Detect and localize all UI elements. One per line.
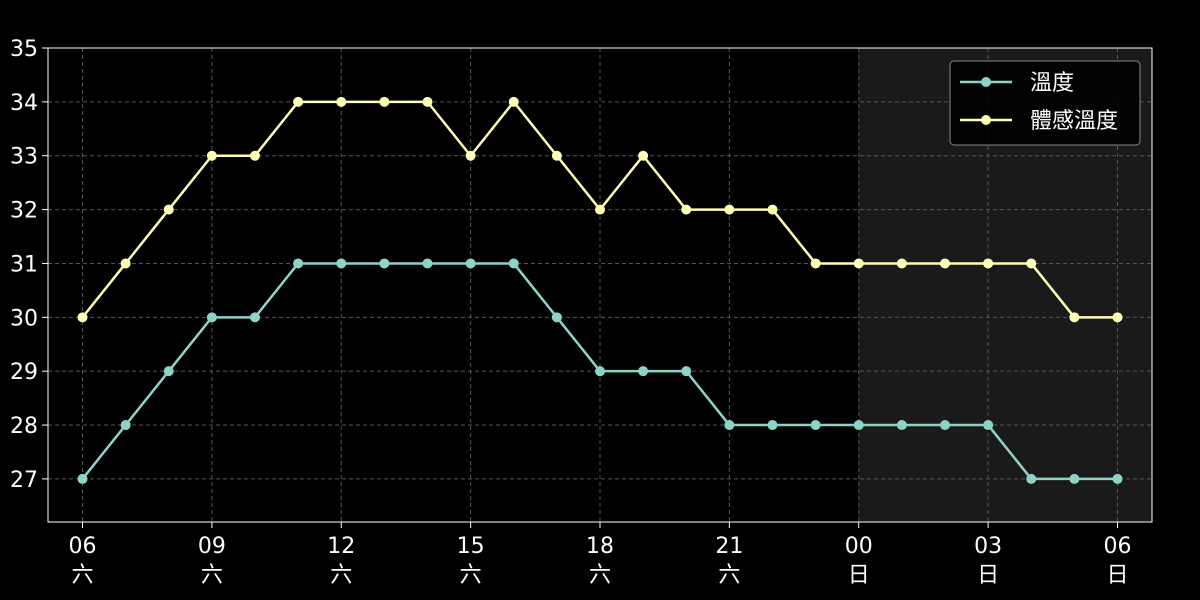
x-tick-label-time: 21	[715, 534, 743, 559]
legend-label: 體感溫度	[1030, 109, 1118, 134]
x-tick-label-time: 18	[586, 534, 614, 559]
y-tick-label: 34	[10, 91, 38, 116]
y-tick-label: 27	[10, 468, 38, 493]
x-tick-label-day: 六	[71, 563, 93, 588]
data-point	[336, 258, 347, 269]
y-tick-label: 33	[10, 145, 38, 170]
y-tick-label: 30	[10, 306, 38, 331]
data-point	[681, 204, 692, 215]
data-point	[1069, 473, 1080, 484]
data-point	[508, 96, 519, 107]
data-point	[853, 258, 864, 269]
data-point	[940, 258, 950, 269]
x-tick-label-time: 09	[198, 534, 226, 559]
x-tick-label-day: 六	[330, 563, 352, 588]
x-tick-label-day: 六	[589, 563, 611, 588]
x-tick-label-time: 00	[845, 534, 873, 559]
data-point	[77, 473, 88, 484]
legend-swatch-marker	[981, 77, 991, 87]
y-tick-label: 32	[10, 199, 38, 224]
x-tick-label-time: 06	[1104, 534, 1132, 559]
data-point	[551, 150, 562, 161]
data-point	[379, 96, 390, 107]
x-tick-label-time: 15	[457, 534, 485, 559]
x-tick-label-day: 六	[718, 563, 740, 588]
data-point	[250, 312, 260, 323]
legend-item: 體感溫度	[960, 109, 1118, 134]
data-point	[1112, 312, 1123, 323]
data-point	[422, 96, 433, 107]
y-tick-label: 31	[10, 252, 38, 277]
series-1	[77, 96, 1123, 323]
data-point	[77, 312, 88, 323]
data-point	[120, 420, 131, 431]
x-tick-label-day: 日	[977, 563, 999, 588]
data-point	[1026, 473, 1037, 484]
data-point	[250, 150, 260, 161]
data-point	[206, 150, 217, 161]
data-point	[638, 150, 649, 161]
data-point	[983, 420, 994, 431]
legend-label: 溫度	[1030, 71, 1074, 96]
x-tick-label-day: 日	[1106, 563, 1128, 588]
data-point	[810, 420, 821, 431]
data-point	[551, 312, 562, 323]
y-tick-label: 28	[10, 414, 38, 439]
y-tick-label: 35	[10, 37, 38, 62]
data-point	[724, 204, 735, 215]
data-point	[724, 420, 735, 431]
data-point	[422, 258, 433, 269]
data-point	[983, 258, 994, 269]
data-point	[767, 204, 778, 215]
data-point	[1026, 258, 1037, 269]
data-point	[896, 420, 907, 431]
data-point	[1069, 312, 1080, 323]
data-point	[810, 258, 821, 269]
data-point	[508, 258, 519, 269]
data-point	[896, 258, 907, 269]
data-point	[163, 366, 174, 377]
data-point	[853, 420, 864, 431]
x-tick-label-time: 03	[974, 534, 1002, 559]
data-point	[681, 366, 692, 377]
data-point	[465, 258, 476, 269]
x-tick-label-day: 日	[848, 563, 870, 588]
data-point	[1112, 473, 1123, 484]
series-layer	[77, 96, 1123, 484]
legend-item: 溫度	[960, 71, 1074, 96]
data-point	[293, 96, 304, 107]
data-point	[595, 204, 605, 215]
x-tick-label-time: 12	[327, 534, 355, 559]
data-point	[767, 420, 778, 431]
x-axis: 06 六 09 六 12 六 15 六 18 六 21 六 00 日 03 日 06 日	[69, 522, 1132, 588]
series-0	[77, 258, 1123, 484]
data-point	[293, 258, 304, 269]
x-tick-label-day: 六	[460, 563, 482, 588]
data-point	[595, 366, 605, 377]
legend-swatch-marker	[981, 115, 991, 125]
y-tick-label: 29	[10, 360, 38, 385]
data-point	[638, 366, 649, 377]
data-point	[336, 96, 347, 107]
y-axis: 27 28 29 30 31 32 33 34 35	[10, 37, 48, 493]
x-tick-label-day: 六	[201, 563, 223, 588]
data-point	[940, 420, 950, 431]
data-point	[465, 150, 476, 161]
data-point	[163, 204, 174, 215]
data-point	[206, 312, 217, 323]
data-point	[379, 258, 390, 269]
data-point	[120, 258, 131, 269]
x-tick-label-time: 06	[69, 534, 97, 559]
